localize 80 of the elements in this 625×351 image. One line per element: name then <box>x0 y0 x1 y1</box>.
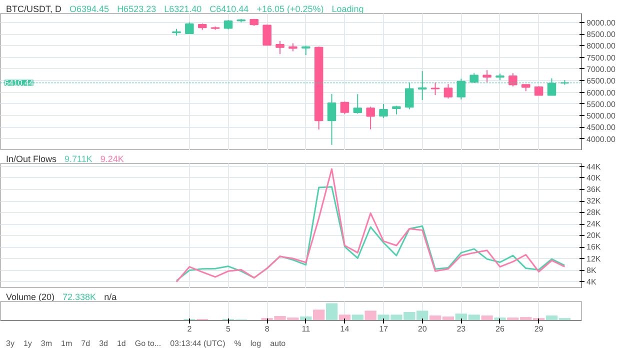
y-tick-label: 24K <box>586 220 602 229</box>
chart-title: Volume (20) <box>6 292 55 302</box>
candlestick <box>379 103 388 118</box>
x-tick-label: 11 <box>302 324 311 334</box>
candlestick <box>508 72 518 87</box>
y-tick-label: 4500.00 <box>586 123 616 132</box>
annotation: O6394.45 <box>70 4 110 14</box>
y-tick-label: 32K <box>586 196 602 206</box>
x-tick-label: 14 <box>340 324 350 334</box>
y-tick-label: 20K <box>586 231 602 240</box>
candlestick <box>534 86 544 96</box>
text: 3m <box>40 339 52 348</box>
y-tick-label: 16K <box>586 242 602 252</box>
bar <box>352 314 364 320</box>
bar <box>338 314 351 320</box>
line-series <box>176 168 566 283</box>
text: 1m <box>61 339 72 348</box>
candlestick <box>276 40 284 55</box>
y-tick-label: 40K <box>586 173 602 182</box>
y-tick-label: 28K <box>586 208 602 218</box>
bar <box>364 310 376 320</box>
text: Go to... <box>134 339 162 348</box>
x-tick-label: 29 <box>534 324 544 334</box>
candlestick <box>430 82 440 96</box>
x-tick-label: 23 <box>456 324 466 334</box>
candlestick <box>224 20 233 30</box>
text: 03:13:44 (UTC) <box>170 339 226 348</box>
text: 1d <box>116 339 126 348</box>
y-tick-label: 12K <box>586 254 602 264</box>
x-tick-label: 2 <box>187 324 192 334</box>
text: 1y <box>23 339 32 348</box>
text: 3y <box>6 339 14 348</box>
annotation: Loading <box>332 4 364 14</box>
line-series <box>176 186 566 282</box>
ref-line-label: 6410.44 <box>4 78 34 88</box>
y-tick-label: 8500.00 <box>586 30 616 40</box>
y-tick-label: 5500.00 <box>586 100 616 109</box>
y-tick-label: 8000.00 <box>586 42 616 51</box>
bar <box>326 303 338 320</box>
text: log <box>250 339 262 348</box>
x-tick-label: 17 <box>379 324 389 334</box>
bar <box>481 315 493 320</box>
candlestick <box>482 70 492 83</box>
candlestick <box>327 93 336 146</box>
candlestick <box>444 84 453 100</box>
y-tick-label: 6500.00 <box>586 76 616 86</box>
candlestick <box>353 94 362 114</box>
text: n/a <box>104 292 117 302</box>
bar <box>313 310 325 320</box>
annotation: +16.05 (+0.25%) <box>256 4 324 14</box>
chart-title: In/Out Flows <box>6 154 57 164</box>
text: 7d <box>81 339 90 348</box>
y-tick-label: 4000.00 <box>586 134 616 144</box>
candlestick <box>340 101 350 115</box>
x-tick-label: 26 <box>496 324 505 334</box>
y-tick-label: 4K <box>586 277 597 286</box>
annotation: 9.711K <box>64 154 92 164</box>
y-tick-label: 7500.00 <box>586 53 616 62</box>
candlestick <box>302 45 310 56</box>
annotation: H6523.23 <box>117 4 156 14</box>
x-tick-label: 8 <box>264 324 270 334</box>
x-tick-label: 20 <box>418 324 428 334</box>
text: 3d <box>99 339 108 348</box>
candlestick <box>262 24 272 46</box>
candlestick <box>366 106 375 130</box>
y-tick-label: 7000.00 <box>586 64 616 74</box>
text: 72.338K <box>62 292 96 302</box>
chart-title: BTC/USDT, D <box>6 4 62 14</box>
y-tick-label: 8K <box>586 266 597 275</box>
y-tick-label: 36K <box>586 184 602 194</box>
y-tick-label: 6000.00 <box>586 88 616 98</box>
text: auto <box>270 339 286 348</box>
annotation: C6410.44 <box>210 4 249 14</box>
annotation: L6321.40 <box>164 4 202 14</box>
y-tick-label: 44K <box>586 162 602 172</box>
y-tick-label: 9000.00 <box>586 18 616 28</box>
annotation: 9.24K <box>100 154 124 164</box>
x-tick-label: 5 <box>226 324 232 334</box>
text: % <box>234 339 242 348</box>
y-tick-label: 5000.00 <box>586 112 616 121</box>
